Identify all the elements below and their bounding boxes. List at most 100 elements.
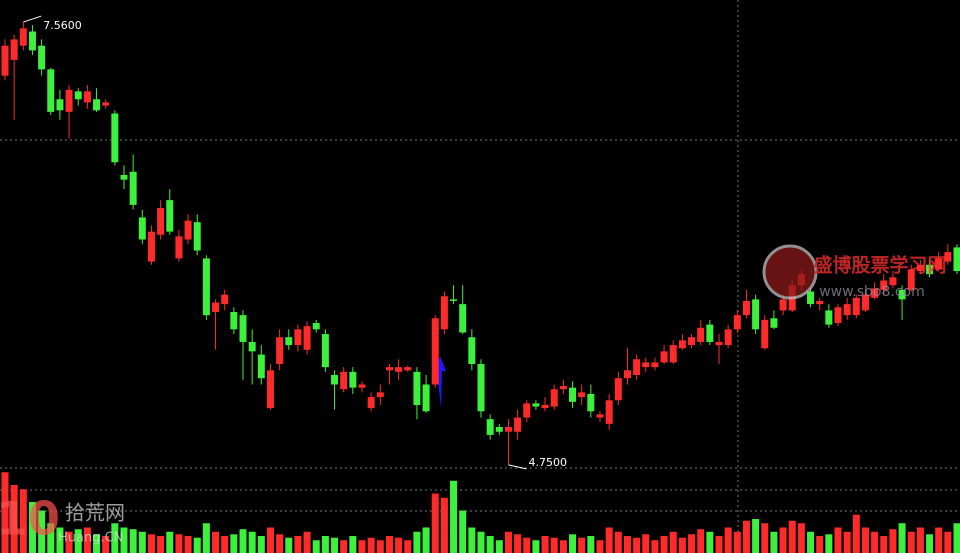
candle-body (715, 341, 723, 346)
volume-bar (19, 489, 27, 553)
volume-bar (779, 527, 787, 553)
candle-body (413, 371, 421, 405)
candle-body (111, 113, 119, 163)
candle-body (175, 236, 183, 259)
volume-bar (65, 531, 73, 553)
candle-body (65, 89, 73, 112)
volume-bar (935, 527, 943, 553)
volume-bar (102, 536, 110, 553)
logo-circle (762, 244, 818, 300)
volume-bar (147, 534, 155, 553)
candle-body (367, 397, 375, 409)
candle-body (331, 375, 339, 385)
volume-bar (321, 536, 329, 553)
candle-body (742, 300, 750, 316)
candle-body (147, 231, 155, 262)
candle-body (752, 299, 760, 330)
volume-bar (331, 537, 339, 553)
volume-bar (56, 527, 64, 553)
candle-body (861, 294, 869, 311)
candle-body (669, 345, 677, 363)
candle-body (422, 384, 430, 412)
volume-bar (697, 529, 705, 553)
volume-bar (614, 531, 622, 553)
candle-body (376, 392, 384, 398)
volume-bar (221, 536, 229, 553)
candle-body (935, 258, 943, 270)
candle-body (230, 312, 238, 330)
candle-body (102, 102, 110, 106)
candle-body (276, 337, 284, 364)
volume-bar (532, 540, 540, 553)
volume-bar (285, 537, 293, 553)
volume-bar (880, 536, 888, 553)
candle-body (953, 247, 960, 272)
volume-bar (797, 523, 805, 553)
candle-body (706, 324, 714, 342)
candle-body (477, 364, 485, 412)
volume-bar (257, 536, 265, 553)
volume-bar (733, 531, 741, 553)
candle-body (697, 327, 705, 342)
candle-body (642, 362, 650, 368)
candle-body (93, 99, 101, 111)
candle-body (605, 400, 613, 424)
candle-body (285, 337, 293, 346)
candle-body (569, 387, 577, 402)
annotation-label: 4.7500 (528, 456, 567, 469)
watermark: 拾荒网 (65, 501, 125, 525)
candle-body (633, 359, 641, 376)
candle-body (495, 427, 503, 432)
candle-body (898, 289, 906, 300)
candle-body (303, 326, 311, 350)
volume-bar (578, 537, 586, 553)
volume-bar (916, 527, 924, 553)
candle-body (166, 200, 174, 232)
volume-bar (266, 527, 274, 553)
volume-bar (761, 523, 769, 553)
candle-body (926, 264, 934, 275)
candle-body (294, 329, 302, 346)
candle-body (38, 45, 46, 70)
volume-bar (724, 527, 732, 553)
volume-bar (559, 540, 567, 553)
candle-body (468, 337, 476, 364)
volume-bar (514, 534, 522, 553)
candle-body (349, 371, 357, 388)
volume-bar (138, 531, 146, 553)
volume-bar (752, 519, 760, 553)
candle-body (907, 269, 915, 290)
candle-body (688, 337, 696, 346)
volume-bar (770, 531, 778, 553)
candle-body (202, 258, 210, 316)
annotation-label: 7.5600 (43, 19, 82, 32)
volume-bar (230, 534, 238, 553)
volume-bar (852, 514, 860, 553)
candle-body (504, 427, 512, 432)
candle-body (440, 296, 448, 330)
candle-body (733, 315, 741, 330)
candle-body (559, 386, 567, 390)
volume-bar (294, 536, 302, 553)
volume-bar (459, 510, 467, 553)
volume-bar (834, 527, 842, 553)
volume-bar (376, 540, 384, 553)
volume-bar (74, 529, 82, 553)
volume-bar (541, 536, 549, 553)
annotation-leader (508, 464, 527, 470)
volume-bar (28, 502, 36, 553)
volume-bar (807, 531, 815, 553)
candle-body (852, 297, 860, 316)
volume-bar (193, 537, 201, 553)
volume-bar (395, 537, 403, 553)
volume-bar (175, 534, 183, 553)
volume-bar (404, 540, 412, 553)
candle-body (312, 323, 320, 330)
candle-body (19, 28, 27, 46)
volume-bar (450, 480, 458, 553)
candle-body (825, 310, 833, 325)
volume-bar (413, 531, 421, 553)
candle-body (257, 354, 265, 379)
candle-body (138, 217, 146, 240)
candle-body (651, 362, 659, 368)
